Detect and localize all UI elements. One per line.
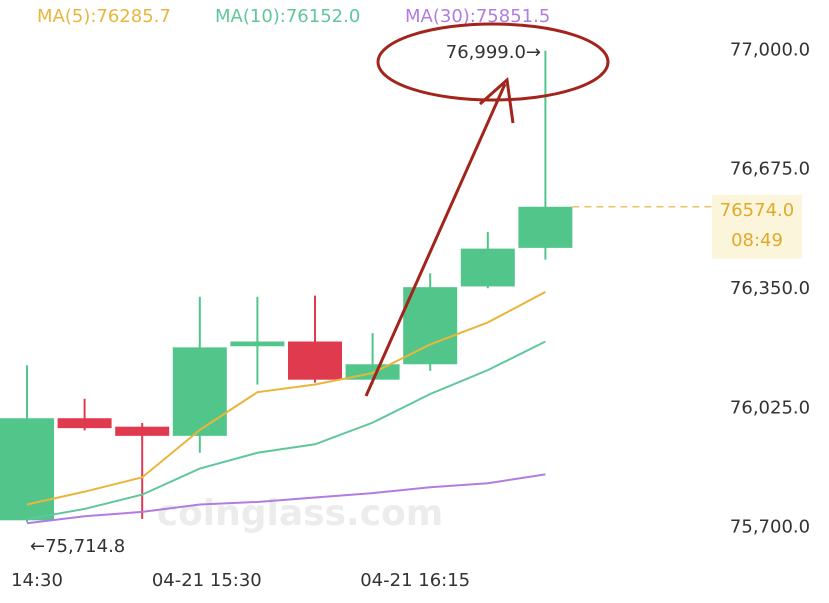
candle-body [403, 287, 458, 365]
ma-line [26, 473, 546, 525]
candle-body [172, 347, 227, 436]
watermark: coinglass.com [157, 493, 444, 534]
candle-body [460, 248, 515, 287]
price-tag [712, 194, 802, 259]
legend-entry: MA(5):76285.7 [37, 6, 171, 27]
annotation-circle [376, 22, 610, 102]
x-tick-label: 04-21 15:30 [152, 570, 262, 591]
high-marker: 76,999.0→ [446, 42, 541, 63]
ma-line [26, 291, 546, 506]
candle-body [288, 341, 342, 380]
y-tick-label: 76,025.0 [730, 397, 810, 418]
y-tick-label: 76,675.0 [730, 159, 810, 180]
y-tick-label: 76,350.0 [730, 278, 810, 299]
candle-body [0, 418, 54, 521]
x-tick-label: 04-21 16:15 [360, 570, 470, 591]
y-tick-label: 77,000.0 [730, 39, 810, 60]
low-marker: ←75,714.8 [30, 536, 125, 557]
candle-body [518, 206, 573, 248]
candle-body [115, 426, 170, 436]
y-tick-label: 75,700.0 [730, 517, 810, 538]
legend-entry: MA(10):76152.0 [215, 6, 360, 27]
annotation-arrow [364, 77, 515, 397]
x-tick-label: 14:30 [11, 570, 63, 591]
countdown: 08:49 [731, 230, 783, 251]
legend-entry: MA(30):75851.5 [405, 6, 550, 27]
price-tag-label: 76574.0 [720, 200, 794, 221]
candle-body [230, 341, 285, 347]
ma-line [26, 340, 546, 521]
candle-body [57, 418, 112, 429]
